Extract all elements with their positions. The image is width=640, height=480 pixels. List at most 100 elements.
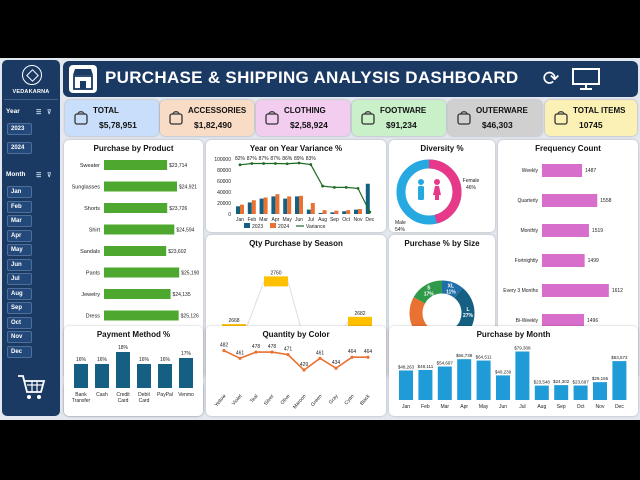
bar-2024[interactable] [346,210,351,214]
monitor-icon[interactable] [571,67,601,91]
bar-2023[interactable] [283,198,288,214]
year-2023-button[interactable]: 2023 [7,123,32,135]
month-apr-button[interactable]: Apr [7,229,32,242]
bar[interactable] [116,352,130,388]
bar-2024[interactable] [334,210,339,214]
bar[interactable] [437,366,452,400]
bar[interactable] [476,360,491,400]
clear-filter-icon[interactable]: ⊽ [47,110,52,116]
bar[interactable] [542,284,609,297]
variance-point[interactable] [262,162,265,165]
bar-2023[interactable] [259,198,264,214]
size-slice-l[interactable] [409,280,475,346]
bar[interactable] [104,203,168,213]
bar[interactable] [534,385,549,400]
bar-2024[interactable] [287,196,292,214]
bar[interactable] [158,364,172,388]
month-jun-button[interactable]: Jun [7,258,32,271]
bar[interactable] [542,164,583,177]
variance-point[interactable] [368,210,372,214]
bar[interactable] [573,385,588,400]
bar-2024[interactable] [310,203,315,214]
variance-point[interactable] [333,185,336,189]
bar-2024[interactable] [275,194,280,214]
bar-2023[interactable] [318,212,323,214]
variance-point[interactable] [238,163,242,167]
month-oct-button[interactable]: Oct [7,316,32,329]
variance-point[interactable] [250,162,254,165]
multi-select-icon[interactable]: ☰ [36,110,42,116]
bar[interactable] [593,382,607,400]
month-sep-button[interactable]: Sep [7,302,32,314]
bar[interactable] [418,369,433,400]
bar[interactable] [554,385,569,400]
bar[interactable] [496,375,510,400]
bar-2024[interactable] [322,210,327,214]
season-bar[interactable] [264,276,288,287]
female-slice[interactable] [396,159,462,225]
color-point[interactable] [286,353,290,357]
bar[interactable] [104,181,177,192]
bar-2024[interactable] [251,200,256,214]
bar[interactable] [104,267,180,278]
bar-2024[interactable] [240,204,244,214]
refresh-icon[interactable]: ⟳ [542,68,560,90]
variance-point[interactable] [344,185,348,189]
color-point[interactable] [238,356,242,360]
bar-2024[interactable] [358,209,362,214]
bar[interactable] [137,364,151,388]
color-point[interactable] [254,350,258,354]
bar-2023[interactable] [295,196,299,214]
variance-point[interactable] [285,162,289,166]
month-aug-button[interactable]: Aug [7,287,32,300]
color-point[interactable] [222,349,226,353]
variance-point[interactable] [309,163,313,166]
bar-2023[interactable] [236,206,240,214]
bar[interactable] [457,359,472,400]
year-2024-button[interactable]: 2024 [7,142,32,154]
bar-2023[interactable] [365,183,370,214]
bar[interactable] [74,364,88,388]
month-feb-button[interactable]: Feb [7,200,32,213]
bar[interactable] [612,361,627,400]
bar[interactable] [515,351,530,400]
bar[interactable] [542,194,598,207]
bar[interactable] [104,224,175,235]
month-mar-button[interactable]: Mar [7,215,32,227]
color-point[interactable] [350,355,354,359]
bar[interactable] [542,224,589,237]
color-point[interactable] [270,350,274,354]
color-point[interactable] [366,355,370,359]
size-slice-xl[interactable] [409,280,475,346]
month-may-button[interactable]: May [7,244,32,256]
variance-point[interactable] [274,162,277,165]
color-point[interactable] [334,366,338,370]
season-bar[interactable] [348,316,372,327]
bar[interactable] [104,289,171,299]
month-nov-button[interactable]: Nov [7,331,32,343]
bar-2023[interactable] [271,196,276,214]
multi-select-icon[interactable]: ☰ [36,173,42,179]
bar-2023[interactable] [342,211,347,214]
month-jul-button[interactable]: Jul [7,273,32,285]
clear-filter-icon[interactable]: ⊽ [47,173,52,179]
bar[interactable] [104,246,167,256]
bar[interactable] [95,364,109,388]
bar[interactable] [542,314,584,327]
bar-2024[interactable] [263,197,268,215]
variance-point[interactable] [356,187,360,190]
bar-2023[interactable] [354,209,358,214]
bar-2023[interactable] [306,209,311,214]
variance-point[interactable] [321,184,324,188]
bar[interactable] [179,358,193,388]
bar[interactable] [104,310,179,321]
color-point[interactable] [318,356,322,360]
color-point[interactable] [302,368,306,372]
bar[interactable] [104,160,168,170]
bar-2023[interactable] [330,212,335,214]
bar-2023[interactable] [247,202,252,214]
bar-2024[interactable] [299,195,303,214]
bar[interactable] [399,370,413,400]
month-jan-button[interactable]: Jan [7,186,32,198]
bar[interactable] [542,254,585,267]
